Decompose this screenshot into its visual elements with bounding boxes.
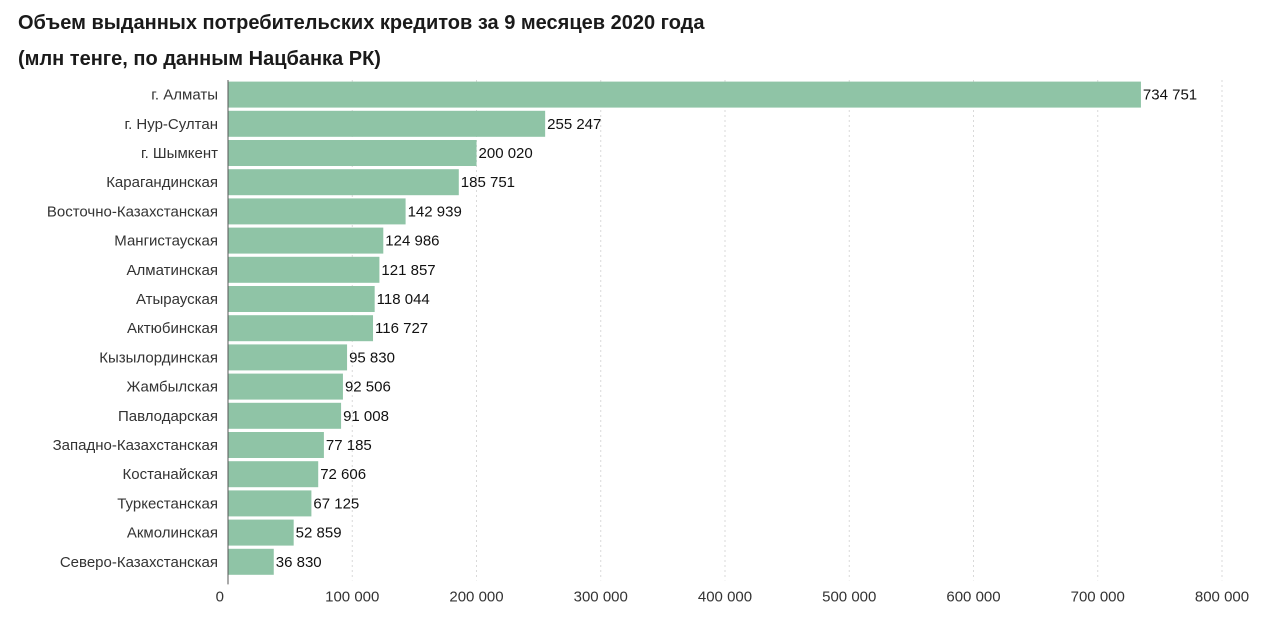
bar [228,256,380,283]
x-tick-label: 500 000 [822,588,876,605]
category-label: Жамбылская [127,379,219,396]
bar [228,140,477,166]
category-label: Костанайская [123,466,219,483]
data-label: 92 506 [345,379,391,396]
data-label: 121 857 [381,262,435,279]
category-label: Павлодарская [118,408,218,425]
bar [228,169,459,196]
data-label: 734 751 [1143,87,1197,104]
data-label: 255 247 [547,116,601,133]
x-tick-label: 100 000 [325,588,379,605]
category-label: Актюбинская [127,320,218,337]
data-label: 72 606 [320,466,366,483]
category-label: г. Шымкент [141,145,218,162]
category-label: Мангистауская [114,233,218,250]
data-label: 77 185 [326,437,372,454]
data-label: 185 751 [461,174,515,191]
x-tick-label: 800 000 [1195,588,1249,605]
x-tick-label: 0 [216,588,224,605]
bar [228,461,319,488]
category-label: Алматинская [127,262,218,279]
category-label: Северо-Казахстанская [60,554,218,571]
category-label: Кызылординская [99,349,218,366]
x-tick-label: 200 000 [449,588,503,605]
bar [228,432,324,458]
data-label: 95 830 [349,349,395,366]
bar [228,519,294,546]
x-tick-label: 300 000 [574,588,628,605]
bar [228,286,375,312]
data-label: 91 008 [343,408,389,425]
bar [228,315,374,342]
data-label: 118 044 [377,291,430,308]
chart-title: Объем выданных потребительских кредитов … [18,12,705,34]
bar [228,198,406,225]
bar [228,110,546,137]
chart-subtitle: (млн тенге, по данным Нацбанка РК) [18,48,381,70]
category-label: г. Алматы [151,87,218,104]
data-label: 200 020 [479,145,533,162]
bar [228,548,274,575]
category-label: Акмолинская [127,525,218,542]
data-label: 67 125 [313,495,359,512]
bar [228,227,384,254]
x-tick-label: 600 000 [946,588,1000,605]
x-tick-label: 400 000 [698,588,752,605]
data-label: 36 830 [276,554,322,571]
category-label: Западно-Казахстанская [53,437,218,454]
category-label: Атырауская [136,291,218,308]
data-label: 116 727 [375,320,428,337]
data-label: 124 986 [385,233,439,250]
bar [228,490,312,517]
data-label: 52 859 [296,525,342,542]
category-label: Карагандинская [106,174,218,191]
category-label: Восточно-Казахстанская [47,203,218,220]
bar [228,373,343,400]
bar [228,344,348,371]
bar [228,81,1141,108]
category-label: г. Нур-Султан [124,116,218,133]
data-label: 142 939 [408,203,462,220]
x-tick-label: 700 000 [1071,588,1125,605]
bar [228,402,342,429]
category-label: Туркестанская [117,495,218,512]
